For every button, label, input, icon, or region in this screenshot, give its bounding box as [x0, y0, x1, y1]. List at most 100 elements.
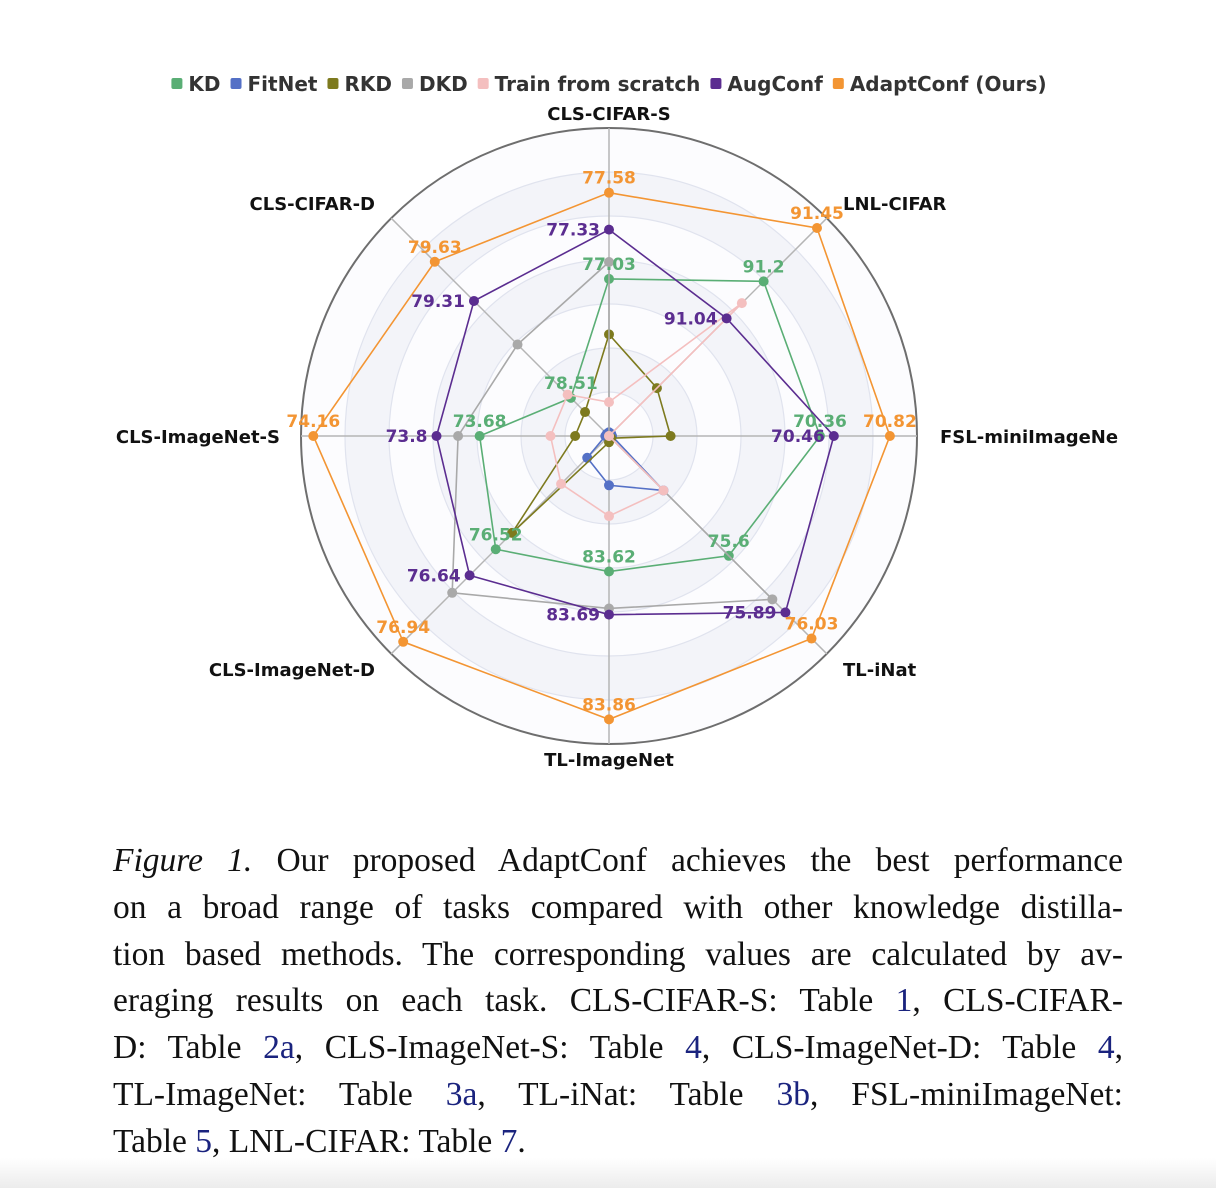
data-point [562, 389, 573, 400]
data-point [721, 313, 732, 324]
legend-item[interactable]: KD [171, 72, 221, 96]
data-point [398, 636, 409, 647]
data-label: 91.2 [743, 257, 785, 277]
legend-swatch [327, 78, 339, 89]
caption-text: , TL-iNat: Table [477, 1075, 777, 1113]
data-point [604, 714, 614, 725]
table-reference-link[interactable]: 4 [1097, 1029, 1115, 1067]
data-point [736, 298, 747, 309]
data-label: 76.64 [407, 566, 461, 586]
legend-swatch [401, 78, 413, 89]
data-label: 83.86 [582, 695, 636, 715]
caption-text: , CLS-CIFAR- [912, 982, 1123, 1020]
data-label: 76.03 [785, 615, 839, 635]
data-point [884, 431, 895, 441]
table-reference-link[interactable]: 3b [776, 1075, 810, 1113]
data-point [811, 223, 822, 234]
figure-caption: Figure 1. Our proposed AdaptConf achieve… [113, 838, 1123, 1166]
data-point [556, 478, 567, 489]
caption-line: Table 5, LNL-CIFAR: Table 7. [113, 1119, 1123, 1166]
data-point [447, 587, 458, 598]
series-train-from-scratch [545, 298, 747, 522]
table-reference-link[interactable]: 4 [685, 1029, 702, 1067]
caption-text: , FSL-miniImageNet: [809, 1075, 1123, 1113]
data-point [431, 431, 442, 441]
data-point [604, 397, 614, 408]
data-label: 74.16 [286, 412, 340, 432]
legend-item[interactable]: DKD [401, 72, 468, 96]
data-point [758, 276, 769, 287]
data-point [814, 431, 825, 441]
axis-label: TL-ImageNet [544, 750, 674, 771]
caption-text: . [517, 1122, 526, 1160]
legend-item[interactable]: AdaptConf (Ours) [832, 72, 1047, 96]
data-point [308, 431, 319, 441]
page-bottom-shadow [0, 1158, 1216, 1188]
legend-swatch [477, 78, 489, 89]
data-label: 73.68 [453, 412, 507, 432]
caption-line: tion based methods. The corresponding va… [113, 932, 1123, 979]
caption-text: , [1114, 1029, 1123, 1067]
table-reference-link[interactable]: 3a [445, 1075, 478, 1113]
data-point [604, 480, 614, 491]
caption-text: , CLS-ImageNet-D: Table [701, 1029, 1098, 1067]
data-label: 70.82 [863, 412, 917, 432]
legend-item[interactable]: Train from scratch [477, 72, 701, 96]
data-label: 73.8 [386, 427, 428, 447]
axis-label: TL-iNat [843, 660, 917, 681]
data-point [658, 485, 669, 496]
data-point [665, 431, 676, 441]
caption-text: Our proposed AdaptConf achieves the best… [252, 842, 1124, 879]
axis-label: CLS-CIFAR-S [547, 104, 670, 125]
caption-text: TL-ImageNet: Table [113, 1075, 446, 1113]
data-label: 76.94 [376, 618, 430, 638]
legend-label: FitNet [248, 72, 318, 96]
axis-label: CLS-CIFAR-D [250, 194, 375, 215]
data-point [604, 431, 614, 441]
data-label: 79.63 [408, 238, 462, 258]
data-point [570, 431, 581, 441]
series-adaptconf-ours- [308, 187, 895, 725]
table-reference-link[interactable]: 5 [195, 1122, 213, 1160]
legend-label: AdaptConf (Ours) [850, 72, 1047, 96]
caption-text: on a broad range of tasks compared with … [113, 888, 1123, 926]
caption-text: tion based methods. The corresponding va… [113, 935, 1123, 973]
legend-swatch [832, 78, 844, 89]
legend: KD FitNet RKD DKD Train from scratch AugConf A… [171, 72, 1047, 96]
legend-label: DKD [419, 72, 468, 96]
legend-item[interactable]: AugConf [710, 72, 823, 96]
data-label: 91.04 [664, 309, 718, 329]
axis-labels: CLS-CIFAR-S LNL-CIFAR FSL-miniImageNe TL-iN… [116, 104, 1118, 771]
data-point [780, 607, 791, 618]
data-point [474, 431, 485, 441]
legend-item[interactable]: RKD [327, 72, 392, 96]
table-reference-link[interactable]: 1 [895, 982, 913, 1020]
data-point [429, 256, 440, 267]
data-point [604, 224, 614, 235]
legend-label: KD [188, 72, 220, 96]
caption-line: TL-ImageNet: Table 3a, TL-iNat: Table 3b… [113, 1072, 1123, 1119]
legend-swatch [171, 78, 183, 89]
data-point [453, 431, 464, 441]
legend-label: RKD [344, 72, 392, 96]
table-reference-link[interactable]: 2a [263, 1029, 295, 1067]
legend-swatch [710, 78, 722, 89]
caption-text: Table [113, 1122, 196, 1160]
data-point [767, 594, 778, 605]
data-label: 75.89 [723, 603, 777, 623]
data-point [806, 633, 817, 644]
data-point [545, 431, 556, 441]
data-point [582, 452, 593, 463]
legend-label: Train from scratch [495, 72, 701, 96]
data-point [490, 544, 501, 555]
data-label: 70.46 [771, 427, 825, 447]
legend-item[interactable]: FitNet [230, 72, 318, 96]
data-label: 83.69 [546, 606, 600, 626]
data-label: 77.58 [582, 169, 636, 189]
data-point [604, 256, 614, 267]
data-label: 76.52 [469, 525, 523, 545]
legend-label: AugConf [727, 72, 823, 96]
data-label: 77.03 [582, 255, 636, 275]
series-augconf [431, 224, 839, 620]
table-reference-link[interactable]: 7 [500, 1122, 518, 1160]
